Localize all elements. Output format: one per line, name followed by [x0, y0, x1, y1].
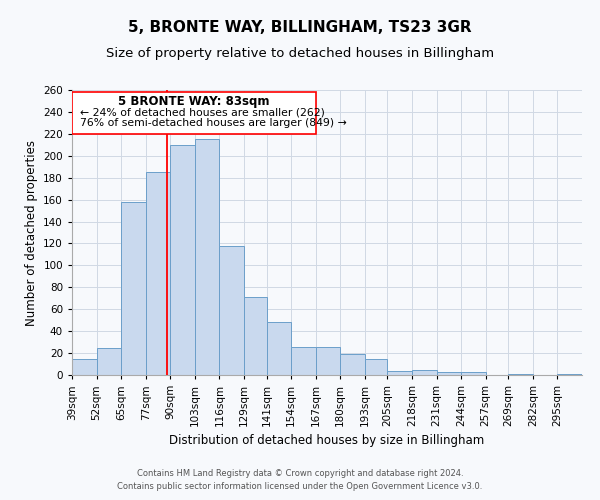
Bar: [97, 348, 121, 375]
Bar: [412, 370, 437, 375]
Bar: [220, 246, 244, 375]
Text: ← 24% of detached houses are smaller (262): ← 24% of detached houses are smaller (26…: [80, 108, 325, 118]
Bar: [388, 370, 412, 375]
Bar: [170, 145, 195, 375]
Text: Contains public sector information licensed under the Open Government Licence v3: Contains public sector information licen…: [118, 482, 482, 491]
Bar: [365, 358, 388, 375]
Bar: [557, 374, 582, 375]
Bar: [266, 322, 291, 375]
Bar: [461, 372, 485, 375]
FancyBboxPatch shape: [72, 92, 316, 134]
Text: Size of property relative to detached houses in Billingham: Size of property relative to detached ho…: [106, 48, 494, 60]
Bar: [316, 346, 340, 375]
Bar: [291, 346, 316, 375]
Bar: [508, 374, 533, 375]
Bar: [244, 297, 266, 375]
Bar: [340, 354, 365, 375]
Text: 76% of semi-detached houses are larger (849) →: 76% of semi-detached houses are larger (…: [80, 118, 346, 128]
X-axis label: Distribution of detached houses by size in Billingham: Distribution of detached houses by size …: [169, 434, 485, 448]
Text: 5 BRONTE WAY: 83sqm: 5 BRONTE WAY: 83sqm: [118, 96, 269, 108]
Bar: [437, 372, 461, 375]
Text: Contains HM Land Registry data © Crown copyright and database right 2024.: Contains HM Land Registry data © Crown c…: [137, 468, 463, 477]
Bar: [72, 358, 97, 375]
Bar: [195, 140, 220, 375]
Text: 5, BRONTE WAY, BILLINGHAM, TS23 3GR: 5, BRONTE WAY, BILLINGHAM, TS23 3GR: [128, 20, 472, 35]
Y-axis label: Number of detached properties: Number of detached properties: [25, 140, 38, 326]
Bar: [121, 202, 146, 375]
Bar: [146, 172, 170, 375]
